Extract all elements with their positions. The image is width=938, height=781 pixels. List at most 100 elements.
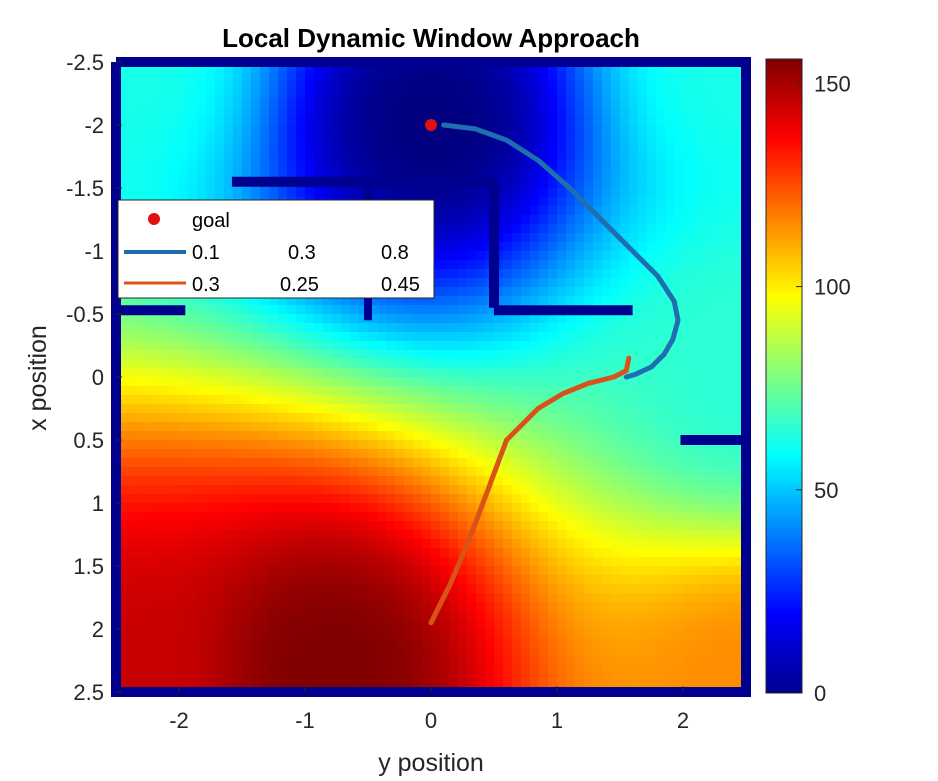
heatmap-cell xyxy=(566,260,576,270)
heatmap-cell xyxy=(341,386,351,396)
heatmap-cell xyxy=(638,206,648,216)
heatmap-cell xyxy=(647,620,657,630)
heatmap-cell xyxy=(692,557,702,567)
heatmap-cell xyxy=(143,431,153,441)
heatmap-cell xyxy=(125,134,135,144)
heatmap-cell xyxy=(350,125,360,135)
heatmap-cell xyxy=(548,665,558,675)
heatmap-cell xyxy=(368,134,378,144)
heatmap-cell xyxy=(494,593,504,603)
heatmap-cell xyxy=(557,629,567,639)
heatmap-cell xyxy=(566,269,576,279)
heatmap-cell xyxy=(575,341,585,351)
heatmap-cell xyxy=(683,566,693,576)
heatmap-cell xyxy=(458,620,468,630)
heatmap-cell xyxy=(161,575,171,585)
heatmap-cell xyxy=(629,584,639,594)
heatmap-cell xyxy=(503,161,513,171)
heatmap-cell xyxy=(557,278,567,288)
heatmap-cell xyxy=(143,314,153,324)
heatmap-cell xyxy=(701,71,711,81)
heatmap-cell xyxy=(251,494,261,504)
heatmap-cell xyxy=(674,602,684,612)
heatmap-cell xyxy=(593,161,603,171)
heatmap-cell xyxy=(674,665,684,675)
heatmap-cell xyxy=(629,593,639,603)
heatmap-cell xyxy=(215,305,225,315)
heatmap-cell xyxy=(557,521,567,531)
heatmap-cell xyxy=(593,512,603,522)
heatmap-cell xyxy=(521,539,531,549)
heatmap-cell xyxy=(584,611,594,621)
heatmap-cell xyxy=(458,602,468,612)
heatmap-cell xyxy=(206,440,216,450)
heatmap-cell xyxy=(251,539,261,549)
heatmap-cell xyxy=(224,161,234,171)
heatmap-cell xyxy=(377,620,387,630)
heatmap-cell xyxy=(683,521,693,531)
heatmap-cell xyxy=(359,71,369,81)
heatmap-cell xyxy=(458,386,468,396)
heatmap-cell xyxy=(611,242,621,252)
heatmap-cell xyxy=(719,206,729,216)
heatmap-cell xyxy=(260,413,270,423)
heatmap-cell xyxy=(314,548,324,558)
heatmap-cell xyxy=(476,224,486,234)
heatmap-cell xyxy=(242,674,252,684)
heatmap-cell xyxy=(728,647,738,657)
heatmap-cell xyxy=(611,215,621,225)
heatmap-cell xyxy=(449,584,459,594)
heatmap-cell xyxy=(575,674,585,684)
obstacle-walls xyxy=(111,57,751,697)
heatmap-cell xyxy=(197,377,207,387)
heatmap-cell xyxy=(350,107,360,117)
heatmap-cell xyxy=(692,575,702,585)
heatmap-cell xyxy=(386,350,396,360)
heatmap-cell xyxy=(197,89,207,99)
heatmap-cell xyxy=(179,584,189,594)
heatmap-cell xyxy=(530,332,540,342)
heatmap-cell xyxy=(170,170,180,180)
heatmap-cell xyxy=(296,629,306,639)
heatmap-cell xyxy=(386,431,396,441)
heatmap-cell xyxy=(575,467,585,477)
heatmap-cell xyxy=(152,296,162,306)
heatmap-cell xyxy=(332,341,342,351)
heatmap-cell xyxy=(386,647,396,657)
heatmap-cell xyxy=(692,179,702,189)
heatmap-cell xyxy=(683,71,693,81)
heatmap-cell xyxy=(368,323,378,333)
heatmap-cell xyxy=(341,602,351,612)
legend: goal 0.1 0.3 0.8 0.3 0.25 0.45 xyxy=(117,199,435,299)
heatmap-cell xyxy=(341,404,351,414)
heatmap-cell xyxy=(476,422,486,432)
heatmap-cell xyxy=(467,161,477,171)
heatmap-cell xyxy=(413,512,423,522)
heatmap-cell xyxy=(584,458,594,468)
heatmap-cell xyxy=(494,404,504,414)
heatmap-cell xyxy=(719,161,729,171)
heatmap-cell xyxy=(359,188,369,198)
heatmap-cell xyxy=(161,377,171,387)
heatmap-cell xyxy=(323,368,333,378)
heatmap-cell xyxy=(404,485,414,495)
heatmap-cell xyxy=(548,215,558,225)
heatmap-cell xyxy=(404,377,414,387)
legend-goal-label: goal xyxy=(192,210,230,232)
heatmap-cell xyxy=(620,467,630,477)
heatmap-cell xyxy=(206,638,216,648)
heatmap-cell xyxy=(431,170,441,180)
heatmap-cell xyxy=(512,539,522,549)
heatmap-cell xyxy=(656,251,666,261)
heatmap-cell xyxy=(611,251,621,261)
y-tick-label: -2 xyxy=(84,113,104,138)
heatmap-cell xyxy=(665,206,675,216)
heatmap-cell xyxy=(269,467,279,477)
heatmap-cell xyxy=(206,593,216,603)
heatmap-cell xyxy=(539,287,549,297)
heatmap-cell xyxy=(521,341,531,351)
heatmap-cell xyxy=(359,395,369,405)
colorbar-tick-label: 100 xyxy=(814,275,851,300)
heatmap-cell xyxy=(251,449,261,459)
heatmap-cell xyxy=(341,449,351,459)
